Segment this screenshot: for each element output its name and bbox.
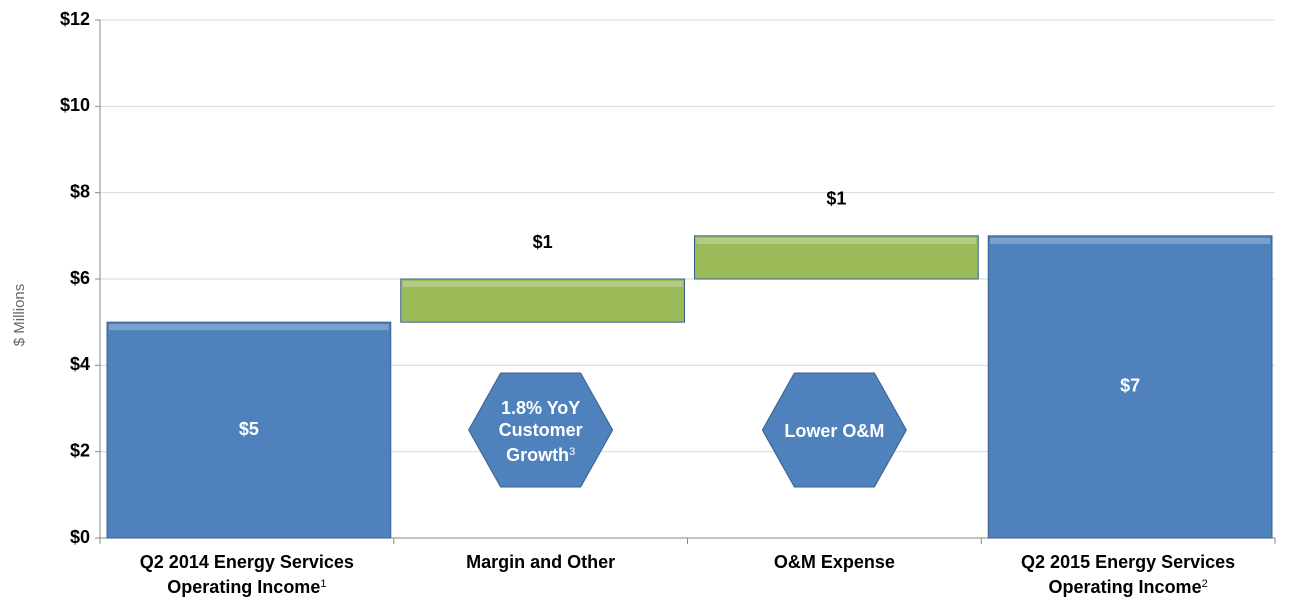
y-tick-label: $2 — [70, 440, 90, 460]
footnote: 1 — [320, 578, 327, 590]
annotation-text: 1.8% YoY Customer Growth — [498, 397, 583, 465]
bar — [694, 235, 979, 280]
value-label: $1 — [826, 189, 846, 209]
hexagon — [468, 372, 614, 488]
y-tick-label: $12 — [60, 9, 90, 29]
x-tick-label-box: Q2 2014 Energy Services Operating Income… — [97, 551, 397, 598]
hexagon — [761, 372, 907, 488]
y-tick-label: $8 — [70, 181, 90, 201]
bar — [987, 235, 1273, 539]
footnote: 2 — [1201, 578, 1208, 590]
y-tick-label: $4 — [70, 354, 90, 374]
bar-highlight — [402, 281, 683, 287]
y-tick-label: $6 — [70, 268, 90, 288]
y-tick-label: $10 — [60, 95, 90, 115]
annotation-text-box: 1.8% YoY Customer Growth3 — [481, 397, 601, 466]
x-tick-label-box: Margin and Other — [391, 551, 691, 573]
annotation-text-box: Lower O&M — [784, 420, 884, 442]
annotation-text: Lower O&M — [784, 421, 885, 441]
x-tick-label-box: Q2 2015 Energy Services Operating Income… — [978, 551, 1278, 598]
value-label: $7 — [1120, 376, 1140, 396]
bar — [400, 278, 685, 323]
value-label: $5 — [239, 419, 259, 439]
annotation: Lower O&M — [774, 396, 894, 466]
footnote: 3 — [569, 445, 576, 458]
x-tick-label-box: O&M Expense — [684, 551, 984, 573]
bar-highlight — [109, 324, 389, 331]
bar — [106, 321, 392, 539]
annotation: 1.8% YoY Customer Growth3 — [481, 396, 601, 466]
y-axis-label: $ Millions — [11, 284, 28, 347]
x-tick-label: Q2 2014 Energy Services Operating Income — [139, 552, 354, 597]
value-label: $1 — [533, 232, 553, 252]
y-tick-label: $0 — [70, 527, 90, 547]
bar-highlight — [990, 237, 1270, 244]
x-tick-label: Margin and Other — [466, 552, 616, 572]
bar-highlight — [696, 237, 977, 244]
x-tick-label: Q2 2015 Energy Services Operating Income — [1021, 552, 1236, 597]
x-tick-label: O&M Expense — [773, 552, 895, 572]
